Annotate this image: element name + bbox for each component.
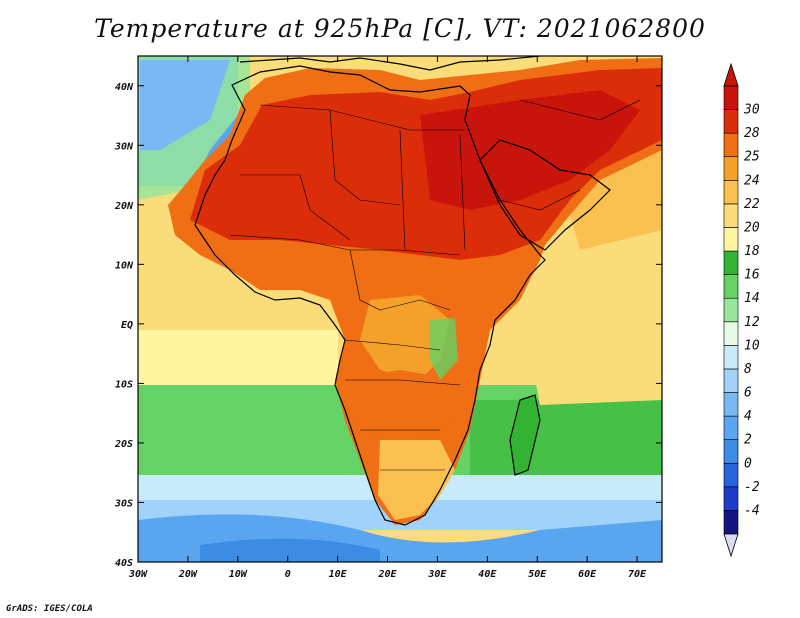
land-south-orange [340,370,460,440]
lon-tick-label: 70E [628,569,647,580]
lat-tick-label: 30N [114,141,134,152]
colorbar-label: 16 [744,268,760,283]
coastlines [194,56,611,526]
ocean-south-indian-green [470,400,662,480]
colorbar-high-triangle [723,62,739,87]
lon-tick-label: 30W [128,569,148,580]
colorbar-segment [723,392,739,417]
colorbar-segment [723,368,739,393]
colorbar-segment [723,203,739,228]
ocean-southern-deep [200,538,380,562]
colorbar-label: 10 [744,338,760,353]
colorbar-label: 22 [744,197,760,212]
ocean-atlantic-blue [140,60,230,150]
grads-credit: GrADS: IGES/COLA [6,604,93,614]
colorbar-label: 28 [744,126,760,141]
colorbar-label: 30 [743,103,760,118]
colorbar-label: 0 [744,456,752,471]
colorbar-label: 14 [744,291,760,306]
colorbar-segment [723,415,739,440]
colorbar-label: -4 [744,503,760,518]
lon-tick-label: 20E [377,569,397,580]
lon-tick-label: 10W [229,569,248,580]
lon-tick-label: 60E [578,569,597,580]
colorbar-label: 12 [744,315,760,330]
colorbar-label: 18 [744,244,760,259]
lat-tick-label: 40N [115,82,134,93]
colorbar-label: 2 [744,433,752,448]
lat-tick-label: 10N [115,260,134,271]
colorbar-segment [723,274,739,299]
colorbar-segment [723,297,739,323]
africa-coastline [194,65,546,526]
colorbar-segment [723,486,739,511]
lat-tick-label: 20S [114,439,133,450]
colorbar-segment [723,109,739,134]
lat-tick-label: EQ [121,320,133,331]
lat-tick-label: 30S [114,498,133,509]
colorbar-label: 4 [744,409,752,424]
colorbar-label: 25 [744,150,760,165]
arabia-coastline [479,139,611,251]
land-central-orange [360,295,450,380]
colorbar-label: -2 [744,480,760,495]
map-title: Temperature at 925hPa [C], VT: 202106280… [94,14,706,43]
lat-tick-label: 20N [114,201,134,212]
axis-ticks: 30W 20W 10W 0 10E 20E 30E 40E 50E 60E 70E 40N 30N 20N… [114,56,662,580]
ocean-east-atlantic-pale [138,330,338,385]
colorbar-segment [723,439,739,464]
land-highlands-green [430,318,458,380]
colorbar-segment [723,462,739,488]
europe-coastline [239,56,541,71]
colorbar-segment [723,132,739,158]
lon-tick-label: 10E [329,569,348,580]
lon-tick-label: 20W [178,569,198,580]
lon-tick-label: 50E [528,569,547,580]
lat-tick-label: 40S [115,558,133,569]
colorbar-segment [723,227,739,252]
lon-tick-label: 30E [427,569,447,580]
colorbar-label: 8 [744,362,752,377]
colorbar-segment [723,250,739,275]
colorbar-segment [723,321,739,346]
lon-tick-label: 40E [478,569,497,580]
land-south-yellow [378,440,455,520]
country-borders [229,99,641,471]
colorbar-low-triangle [723,533,739,558]
map-field [138,56,662,562]
colorbar-segment [723,345,739,370]
colorbar-label: 20 [744,220,760,235]
madagascar [510,395,540,475]
colorbar-segment [723,85,739,110]
colorbar-label: 6 [744,386,752,401]
madagascar-coastline [509,394,541,476]
colorbar-segment [723,180,739,205]
colorbar-label: 24 [744,173,760,188]
lat-tick-label: 10S [115,379,133,390]
colorbar-segment [723,156,739,181]
lon-tick-label: 0 [285,569,291,580]
colorbar-segment [723,510,739,535]
map-frame [137,55,663,563]
